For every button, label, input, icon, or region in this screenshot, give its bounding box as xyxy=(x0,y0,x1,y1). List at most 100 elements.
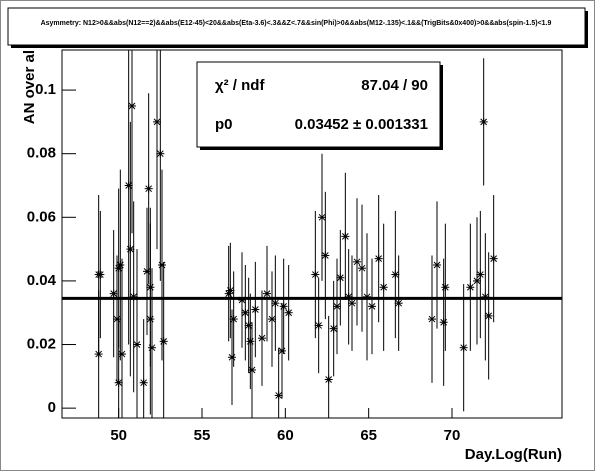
marker-stroke xyxy=(336,274,344,282)
marker-stroke xyxy=(140,379,148,387)
marker-stroke xyxy=(275,392,283,399)
stats-label: χ² / ndf xyxy=(215,77,265,94)
data-point xyxy=(433,261,441,270)
data-point xyxy=(159,337,168,346)
data-point xyxy=(114,378,123,387)
marker-stroke xyxy=(490,255,498,263)
data-point xyxy=(118,350,126,359)
data-point xyxy=(439,318,448,327)
data-point xyxy=(321,251,330,260)
data-point xyxy=(126,245,135,254)
marker-stroke xyxy=(466,283,474,291)
data-point xyxy=(144,184,153,193)
marker-stroke xyxy=(241,309,249,317)
marker-stroke xyxy=(96,271,104,278)
marker-stroke xyxy=(153,118,161,126)
data-point xyxy=(156,149,165,158)
data-point xyxy=(314,321,323,330)
x-axis-title: Day.Log(Run) xyxy=(465,446,562,463)
data-point xyxy=(241,308,250,317)
data-point xyxy=(146,283,155,292)
marker-stroke xyxy=(325,376,333,383)
marker-stroke xyxy=(480,118,488,126)
data-point xyxy=(139,378,148,387)
marker-stroke xyxy=(248,366,256,374)
data-point xyxy=(379,283,388,292)
data-point xyxy=(479,117,488,126)
y-tick-label: 0.02 xyxy=(27,335,56,352)
marker-stroke xyxy=(380,283,388,291)
data-point xyxy=(116,261,125,270)
x-tick-label: 55 xyxy=(194,427,211,444)
marker-stroke xyxy=(268,315,276,323)
stats-value: 0.03452 ± 0.001331 xyxy=(295,116,428,133)
data-point xyxy=(284,308,293,317)
marker-stroke xyxy=(115,379,123,387)
marker-stroke xyxy=(368,303,376,310)
y-tick-label: 0.08 xyxy=(27,145,56,162)
data-point xyxy=(278,346,286,355)
data-point xyxy=(324,375,333,384)
y-tick-label: 0.04 xyxy=(27,272,57,289)
data-point xyxy=(279,302,288,311)
marker-stroke xyxy=(460,344,468,352)
data-point xyxy=(113,315,121,324)
data-point xyxy=(228,353,236,362)
data-point xyxy=(158,261,166,270)
marker-stroke xyxy=(395,299,403,307)
data-point xyxy=(368,302,376,311)
x-tick-label: 50 xyxy=(110,427,127,444)
data-point xyxy=(143,267,151,276)
data-point xyxy=(226,286,235,295)
marker-stroke xyxy=(311,271,319,278)
marker-stroke xyxy=(348,299,356,307)
data-point xyxy=(311,270,320,279)
data-point xyxy=(109,289,118,298)
plot xyxy=(62,50,562,418)
marker-stroke xyxy=(375,255,383,263)
marker-stroke xyxy=(441,283,449,291)
x-tick-label: 70 xyxy=(444,427,461,444)
data-point xyxy=(333,302,341,311)
data-point xyxy=(466,283,475,292)
data-point xyxy=(229,315,238,324)
marker-stroke xyxy=(133,341,141,348)
data-point xyxy=(263,289,271,298)
data-point xyxy=(489,254,498,263)
y-tick-label: 0.1 xyxy=(35,81,56,98)
marker-stroke xyxy=(148,344,156,352)
y-tick-label: 0 xyxy=(48,399,56,416)
data-point xyxy=(341,232,350,241)
marker-stroke xyxy=(230,315,238,323)
marker-stroke xyxy=(353,258,361,266)
data-point xyxy=(459,343,468,352)
data-point xyxy=(244,321,253,330)
data-point xyxy=(268,315,276,324)
data-point xyxy=(148,343,156,352)
data-point xyxy=(133,340,141,349)
marker-stroke xyxy=(280,303,288,310)
marker-stroke xyxy=(156,150,164,158)
data-point xyxy=(473,276,481,285)
marker-stroke xyxy=(160,337,168,345)
title-box xyxy=(7,7,586,46)
stats-value: 87.04 / 90 xyxy=(361,77,428,94)
marker-stroke xyxy=(126,245,134,253)
data-point xyxy=(271,299,280,308)
marker-stroke xyxy=(341,233,349,240)
y-tick-label: 0.06 xyxy=(27,208,56,225)
data-point xyxy=(484,311,493,320)
data-point xyxy=(246,337,255,346)
marker-stroke xyxy=(473,277,481,285)
marker-stroke xyxy=(485,312,493,320)
marker-stroke xyxy=(145,185,153,193)
data-point xyxy=(476,270,485,279)
marker-stroke xyxy=(318,213,326,221)
data-point xyxy=(251,305,260,314)
marker-stroke xyxy=(110,290,118,297)
data-point xyxy=(428,315,436,324)
data-point xyxy=(258,334,266,343)
data-point xyxy=(128,101,136,110)
